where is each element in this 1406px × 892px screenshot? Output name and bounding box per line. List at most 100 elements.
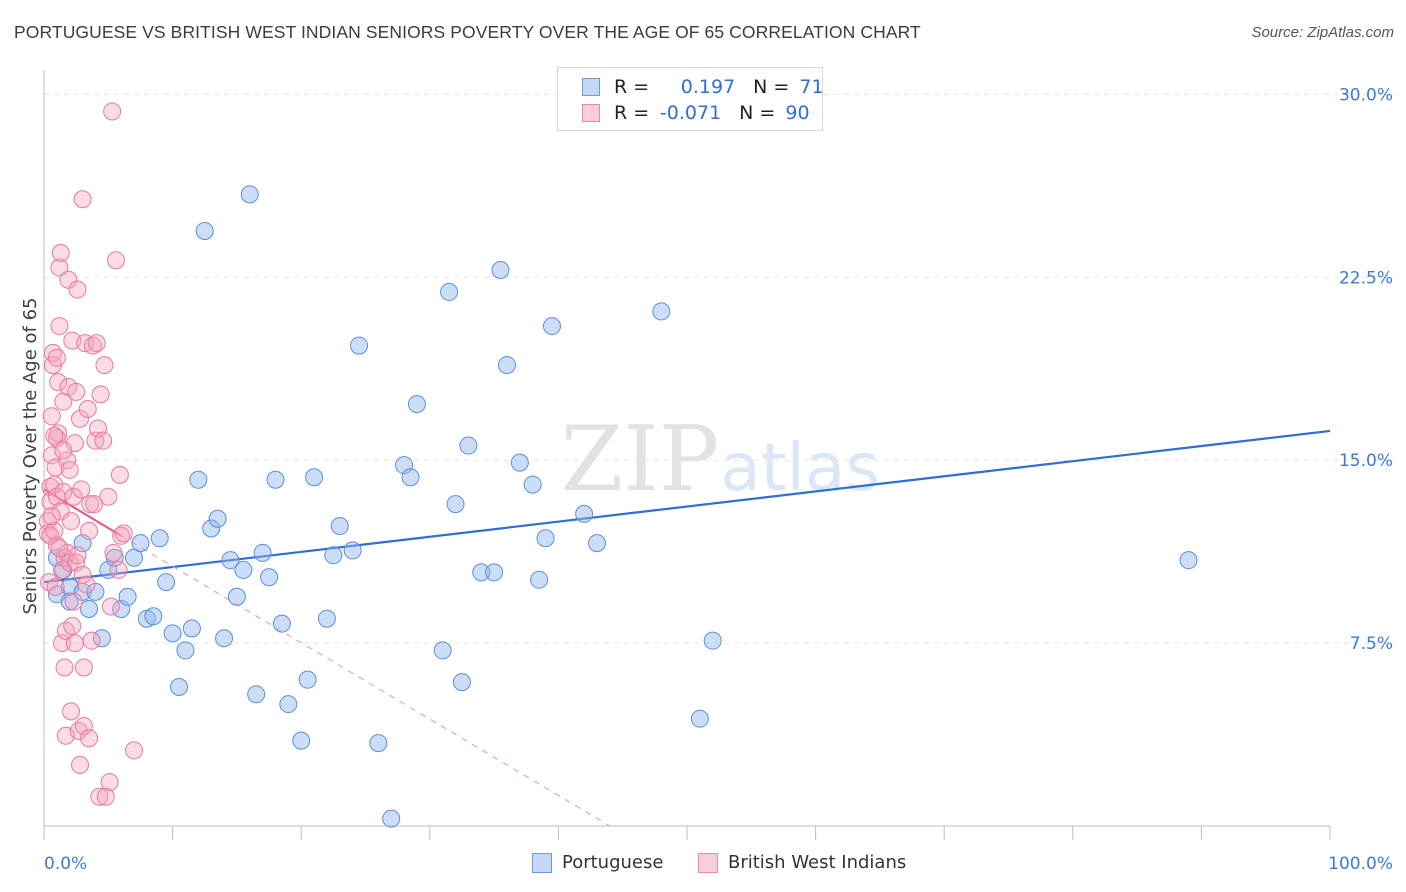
series-legend-label: Portuguese <box>562 852 664 873</box>
data-point <box>350 336 369 355</box>
data-point <box>189 470 208 489</box>
data-point <box>260 568 279 587</box>
data-point <box>77 575 96 594</box>
legend-swatch-portuguese <box>582 78 600 96</box>
legend-n-value: 71 <box>799 76 824 98</box>
data-point <box>45 521 64 540</box>
data-point <box>587 534 606 553</box>
data-point <box>401 468 420 487</box>
data-point <box>446 495 465 514</box>
data-point <box>101 597 120 616</box>
data-point <box>491 260 510 279</box>
data-point <box>298 670 317 689</box>
legend-r-label: R = <box>614 102 650 124</box>
watermark-zip: ZIP <box>561 407 720 512</box>
data-point <box>45 426 64 445</box>
data-point <box>100 773 119 792</box>
data-point <box>80 599 99 618</box>
data-point <box>112 526 131 545</box>
data-point <box>42 507 61 526</box>
data-point <box>103 102 122 121</box>
data-point <box>74 658 93 677</box>
data-point <box>60 460 79 479</box>
data-point <box>107 251 126 270</box>
data-point <box>440 282 459 301</box>
data-point <box>272 614 291 633</box>
watermark-atlas: atlas <box>720 429 880 506</box>
data-point <box>109 560 128 579</box>
data-point <box>74 717 93 736</box>
data-point <box>95 356 114 375</box>
data-point <box>530 570 549 589</box>
data-point <box>80 521 99 540</box>
data-point <box>330 517 349 536</box>
data-point <box>46 458 65 477</box>
data-point <box>69 721 88 740</box>
data-point <box>510 453 529 472</box>
data-point <box>575 504 594 523</box>
series-legend-label: British West Indians <box>728 852 907 873</box>
data-point <box>54 441 73 460</box>
data-point <box>59 270 78 289</box>
data-point <box>110 465 129 484</box>
data-point <box>50 258 69 277</box>
legend-n-label: N = <box>753 76 790 98</box>
data-point <box>253 543 272 562</box>
y-tick-label: 22.5% <box>1339 268 1393 288</box>
series-legend-british-west-indians[interactable]: British West Indians <box>698 852 906 873</box>
data-point <box>89 419 108 438</box>
data-point <box>125 741 144 760</box>
data-point <box>46 578 65 597</box>
data-point <box>240 185 259 204</box>
data-point <box>1179 551 1198 570</box>
data-point <box>50 538 69 557</box>
series-legend: Portuguese British West Indians <box>0 852 1406 878</box>
data-point <box>523 475 542 494</box>
data-point <box>131 534 150 553</box>
y-tick-label: 15.0% <box>1339 451 1393 471</box>
y-axis-label: Seniors Poverty Over the Age of 65 <box>20 298 41 615</box>
data-point <box>67 382 86 401</box>
legend-r-value: 0.197 <box>680 76 736 98</box>
stats-legend: R = 0.197 N = 71 R = -0.071 N = 90 <box>557 67 824 131</box>
watermark: ZIP atlas <box>561 407 880 512</box>
data-point <box>317 609 336 628</box>
series-swatch-british-west-indians <box>698 852 718 873</box>
x-tick-label: 100.0% <box>1328 854 1393 874</box>
series-legend-portuguese[interactable]: Portuguese <box>532 852 663 873</box>
data-point <box>234 560 253 579</box>
data-point <box>54 482 73 501</box>
data-point <box>369 734 388 753</box>
legend-row-british-west-indians: R = -0.071 N = 90 <box>582 100 810 126</box>
legend-r-label: R = <box>614 76 650 98</box>
legend-row-portuguese: R = 0.197 N = 71 <box>582 74 824 100</box>
legend-r-value: -0.071 <box>659 102 722 124</box>
data-point <box>47 348 66 367</box>
data-point <box>53 634 72 653</box>
data-point <box>65 634 84 653</box>
trend-line-british-west-indians-extension <box>120 535 611 827</box>
data-point <box>407 395 426 414</box>
data-point <box>86 582 105 601</box>
trend-line-portuguese <box>43 429 1331 584</box>
data-point <box>459 436 478 455</box>
data-point <box>92 629 111 648</box>
data-point <box>87 334 106 353</box>
data-point <box>81 495 100 514</box>
data-point <box>60 592 79 611</box>
data-point <box>652 302 671 321</box>
data-point <box>80 729 99 748</box>
data-point <box>62 512 81 531</box>
data-point <box>42 407 61 426</box>
data-point <box>433 641 452 660</box>
data-point <box>71 756 90 775</box>
data-point <box>78 399 97 418</box>
data-point <box>65 434 84 453</box>
data-point <box>157 573 176 592</box>
chart-title: PORTUGUESE VS BRITISH WEST INDIAN SENIOR… <box>14 22 921 42</box>
legend-swatch-british-west-indians <box>582 104 600 122</box>
data-point <box>96 787 115 806</box>
data-point <box>215 629 234 648</box>
data-point <box>382 809 401 828</box>
data-point <box>144 607 163 626</box>
